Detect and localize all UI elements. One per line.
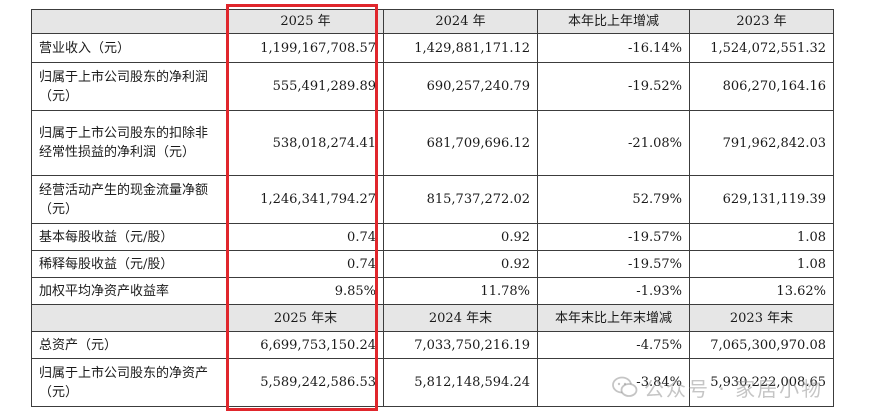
row-net-profit: 归属于上市公司股东的净利润（元） 555,491,289.89 690,257,… <box>31 62 834 111</box>
row-net-profit-deducted: 归属于上市公司股东的扣除非经常性损益的净利润（元） 538,018,274.41… <box>31 110 834 176</box>
financial-indicators-table: 2025 年 2024 年 本年比上年增减 2023 年 营业收入（元） 1,1… <box>31 9 834 407</box>
row-total-assets: 总资产（元） 6,699,753,150.24 7,033,750,216.19… <box>31 331 834 359</box>
row-basic-eps: 基本每股收益（元/股） 0.74 0.92 -19.57% 1.08 <box>31 223 834 251</box>
cell-2023: 791,962,842.03 <box>689 110 834 176</box>
cell-change: -21.08% <box>537 110 690 176</box>
cell-2025: 0.74 <box>227 223 384 251</box>
cell-2024: 11.78% <box>383 277 538 305</box>
cell-2023: 13.62% <box>689 277 834 305</box>
cell-2023: 7,065,300,970.08 <box>689 331 834 359</box>
cell-2025: 555,491,289.89 <box>227 62 384 111</box>
cell-change: -16.14% <box>537 33 690 63</box>
cell-2024: 681,709,696.12 <box>383 110 538 176</box>
header-2025-end: 2025 年末 <box>227 304 384 332</box>
cell-2023: 1,524,072,551.32 <box>689 33 834 63</box>
cell-2023: 1.08 <box>689 223 834 251</box>
cell-change: 52.79% <box>537 175 690 224</box>
cell-2025: 5,589,242,586.53 <box>227 358 384 407</box>
cell-2024: 690,257,240.79 <box>383 62 538 111</box>
cell-2023: 5,930,222,008.65 <box>689 358 834 407</box>
header-row-year-end: 2025 年末 2024 年末 本年末比上年末增减 2023 年末 <box>31 304 834 332</box>
row-revenue: 营业收入（元） 1,199,167,708.57 1,429,881,171.1… <box>31 33 834 63</box>
cell-change: -4.75% <box>537 331 690 359</box>
header-2023-end: 2023 年末 <box>689 304 834 332</box>
row-label: 营业收入（元） <box>31 33 228 63</box>
cell-2025: 9.85% <box>227 277 384 305</box>
cell-2023: 806,270,164.16 <box>689 62 834 111</box>
header-change-end: 本年末比上年末增减 <box>537 304 690 332</box>
cell-change: -1.93% <box>537 277 690 305</box>
row-label: 归属于上市公司股东的净利润（元） <box>31 62 228 111</box>
cell-2025: 6,699,753,150.24 <box>227 331 384 359</box>
header-2024: 2024 年 <box>383 9 538 34</box>
row-net-assets: 归属于上市公司股东的净资产（元） 5,589,242,586.53 5,812,… <box>31 358 834 407</box>
row-label: 总资产（元） <box>31 331 228 359</box>
cell-change: -3.84% <box>537 358 690 407</box>
cell-change: -19.52% <box>537 62 690 111</box>
row-label: 基本每股收益（元/股） <box>31 223 228 251</box>
row-label: 归属于上市公司股东的净资产（元） <box>31 358 228 407</box>
row-roe: 加权平均净资产收益率 9.85% 11.78% -1.93% 13.62% <box>31 277 834 305</box>
cell-2024: 7,033,750,216.19 <box>383 331 538 359</box>
cell-2024: 5,812,148,594.24 <box>383 358 538 407</box>
header-2025: 2025 年 <box>227 9 384 34</box>
cell-2025: 1,199,167,708.57 <box>227 33 384 63</box>
cell-2025: 1,246,341,794.27 <box>227 175 384 224</box>
cell-2025: 0.74 <box>227 250 384 278</box>
row-diluted-eps: 稀释每股收益（元/股） 0.74 0.92 -19.57% 1.08 <box>31 250 834 278</box>
cell-2024: 0.92 <box>383 250 538 278</box>
row-label: 稀释每股收益（元/股） <box>31 250 228 278</box>
header-2024-end: 2024 年末 <box>383 304 538 332</box>
cell-2023: 629,131,119.39 <box>689 175 834 224</box>
cell-2025: 538,018,274.41 <box>227 110 384 176</box>
row-label: 经营活动产生的现金流量净额（元） <box>31 175 228 224</box>
row-operating-cash-flow: 经营活动产生的现金流量净额（元） 1,246,341,794.27 815,73… <box>31 175 834 224</box>
header-blank-cell <box>31 9 228 34</box>
cell-2024: 815,737,272.02 <box>383 175 538 224</box>
cell-2023: 1.08 <box>689 250 834 278</box>
header-change: 本年比上年增减 <box>537 9 690 34</box>
cell-2024: 1,429,881,171.12 <box>383 33 538 63</box>
header-blank-cell <box>31 304 228 332</box>
cell-change: -19.57% <box>537 223 690 251</box>
header-row-annual: 2025 年 2024 年 本年比上年增减 2023 年 <box>31 9 834 34</box>
cell-2024: 0.92 <box>383 223 538 251</box>
row-label: 加权平均净资产收益率 <box>31 277 228 305</box>
cell-change: -19.57% <box>537 250 690 278</box>
header-2023: 2023 年 <box>689 9 834 34</box>
row-label: 归属于上市公司股东的扣除非经常性损益的净利润（元） <box>31 110 228 176</box>
